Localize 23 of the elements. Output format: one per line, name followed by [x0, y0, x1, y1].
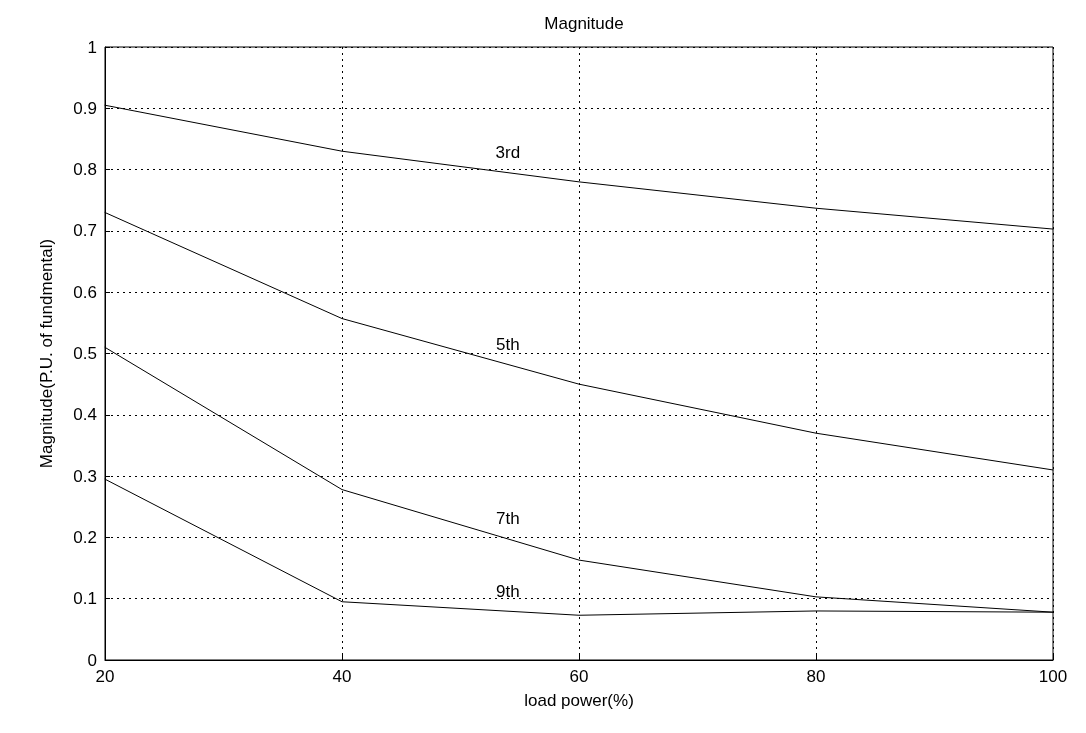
series-label: 3rd: [495, 143, 521, 163]
y-tick-label: 0.8: [73, 160, 97, 180]
y-axis-title: Magnitude(P.U. of fundmental): [37, 238, 56, 469]
y-tick-label: 0.4: [73, 405, 97, 425]
x-tick-label: 60: [569, 667, 589, 686]
x-tick-label: 80: [806, 667, 826, 686]
y-tick-label: 0.1: [73, 589, 97, 609]
y-tick-label: 0.9: [73, 98, 97, 118]
y-tick-label: 0.2: [73, 527, 97, 547]
y-tick-label: 0.5: [73, 344, 97, 363]
series-label: 7th: [496, 509, 520, 529]
x-tick-label: 40: [332, 667, 352, 686]
x-tick-label: 100: [1038, 667, 1068, 686]
y-tick-label: 0: [87, 650, 97, 670]
x-axis-title: load power(%): [524, 691, 634, 710]
x-tick-label: 20: [95, 667, 115, 686]
series-label: 9th: [496, 581, 520, 601]
chart-title: Magnitude: [544, 14, 624, 33]
y-tick-label: 0.3: [73, 466, 97, 486]
y-tick-label: 1: [87, 37, 97, 57]
y-tick-label: 0.6: [73, 282, 97, 302]
y-tick-label: 0.7: [73, 221, 97, 241]
series-label: 5th: [496, 334, 520, 354]
